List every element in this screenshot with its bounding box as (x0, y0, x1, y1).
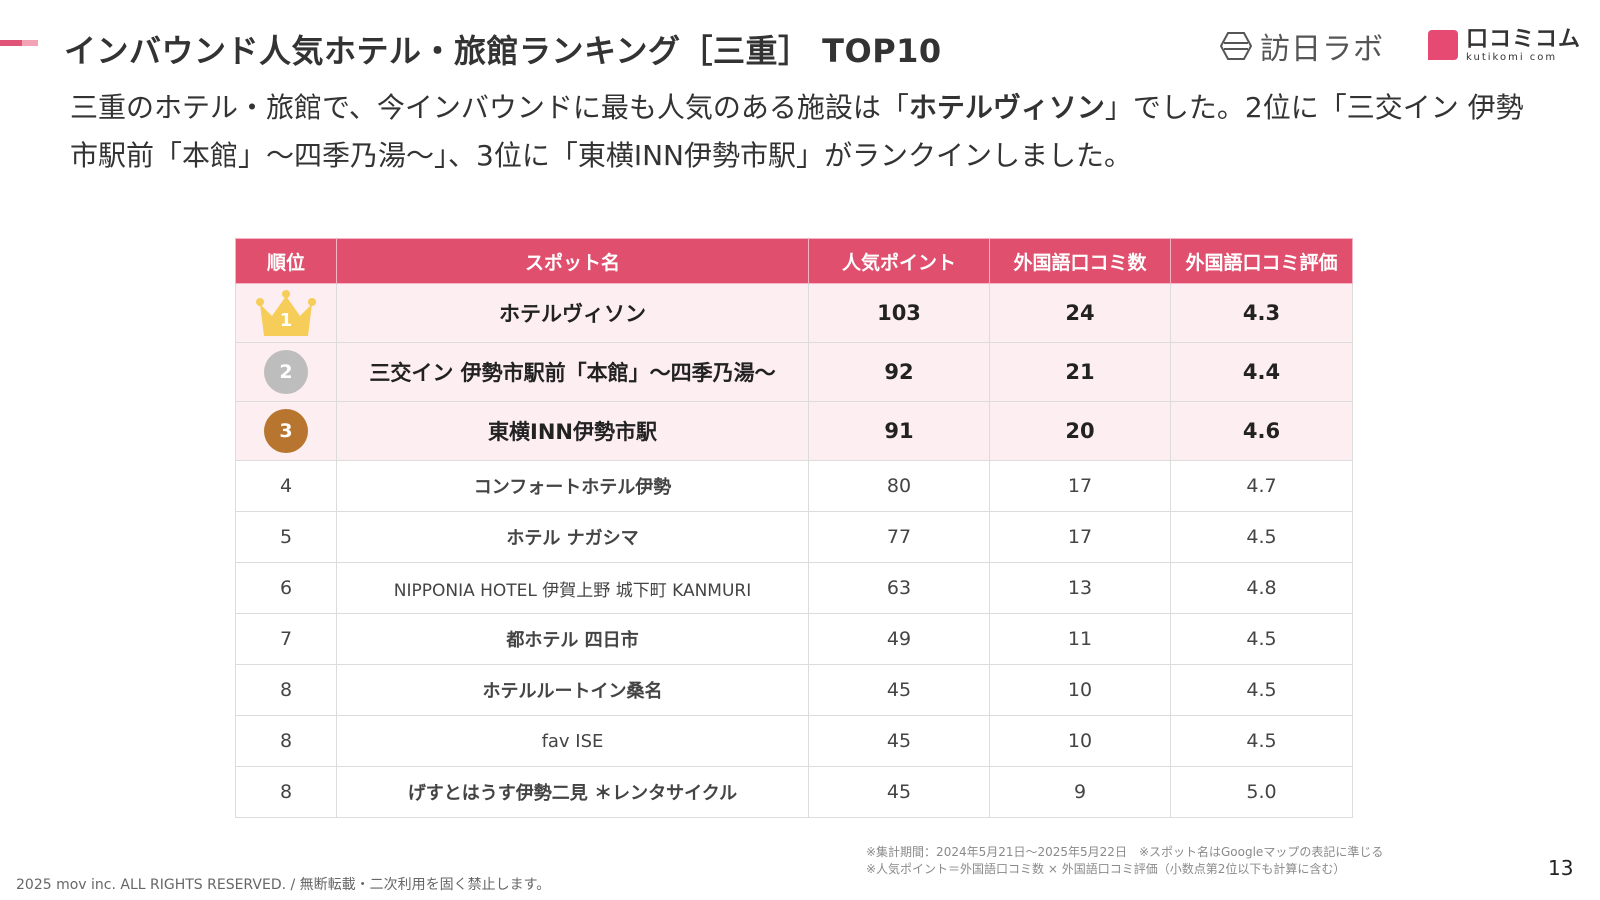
spot-name-cell: NIPPONIA HOTEL 伊賀上野 城下町 KANMURI (336, 562, 809, 614)
points-cell: 91 (808, 401, 990, 461)
table-row: 7 都ホテル 四日市 49 11 4.5 (235, 613, 1353, 665)
crown-icon: 1 (254, 288, 318, 338)
rating-cell: 4.7 (1170, 460, 1353, 512)
points-cell: 80 (808, 460, 990, 512)
spot-name-cell: ホテルヴィソン (336, 283, 809, 343)
lead-highlight: ホテルヴィソン (908, 91, 1105, 124)
header-spot-name: スポット名 (336, 238, 809, 284)
table-header-row: 順位 スポット名 人気ポイント 外国語口コミ数 外国語口コミ評価 (235, 238, 1353, 284)
spot-name-cell: げすとはうす伊勢二見 ＊レンタサイクル (336, 766, 809, 818)
brand-kutikomi-sub: kutikomi com (1466, 52, 1558, 63)
table-row: 8 げすとはうす伊勢二見 ＊レンタサイクル 45 9 5.0 (235, 766, 1353, 818)
rank-cell: 4 (235, 460, 337, 512)
header-rank: 順位 (235, 238, 337, 284)
header-review-count: 外国語口コミ数 (989, 238, 1171, 284)
review-count-cell: 24 (989, 283, 1171, 343)
rating-cell: 4.5 (1170, 511, 1353, 563)
rating-cell: 4.5 (1170, 664, 1353, 716)
brand-logo-kutikomi: 口コミコム kutikomi com (1428, 28, 1581, 64)
spot-name-cell: 東横INN伊勢市駅 (336, 401, 809, 461)
review-count-cell: 17 (989, 460, 1171, 512)
review-count-cell: 21 (989, 342, 1171, 402)
rank-cell: 5 (235, 511, 337, 563)
review-count-cell: 20 (989, 401, 1171, 461)
review-count-cell: 10 (989, 715, 1171, 767)
spot-name-cell: 三交イン 伊勢市駅前「本館」〜四季乃湯〜 (336, 342, 809, 402)
silver-medal-icon: 2 (264, 350, 308, 394)
spot-name-cell: ホテルルートイン桑名 (336, 664, 809, 716)
rank-cell: 7 (235, 613, 337, 665)
table-row: 1 ホテルヴィソン 103 24 4.3 (235, 283, 1353, 343)
lead-part1: 三重のホテル・旅館で、今インバウンドに最も人気のある施設は「 (70, 91, 909, 124)
points-cell: 103 (808, 283, 990, 343)
header-review-rating: 外国語口コミ評価 (1170, 238, 1353, 284)
hexagon-logo-icon (1220, 32, 1252, 60)
rank-number: 1 (279, 310, 293, 331)
review-count-cell: 13 (989, 562, 1171, 614)
spot-name-cell: fav ISE (336, 715, 809, 767)
lead-part2: 」でした。2位に「三交イン 伊勢市駅前「本館」〜四季乃湯〜」、3位に「東横INN… (70, 91, 1524, 172)
review-count-cell: 11 (989, 613, 1171, 665)
table-row: 5 ホテル ナガシマ 77 17 4.5 (235, 511, 1353, 563)
spot-name-cell: コンフォートホテル伊勢 (336, 460, 809, 512)
footnotes: ※集計期間：2024年5月21日〜2025年5月22日 ※スポット名はGoogl… (866, 844, 1383, 878)
points-cell: 77 (808, 511, 990, 563)
table-row: 6 NIPPONIA HOTEL 伊賀上野 城下町 KANMURI 63 13 … (235, 562, 1353, 614)
rank-cell: 8 (235, 766, 337, 818)
table-row: 3 東横INN伊勢市駅 91 20 4.6 (235, 401, 1353, 461)
footnote-formula: ※人気ポイント＝外国語口コミ数 × 外国語口コミ評価（小数点第2位以下も計算に含… (866, 862, 1346, 876)
page-title: インバウンド人気ホテル・旅館ランキング［三重］ TOP10 (64, 32, 942, 70)
points-cell: 45 (808, 715, 990, 767)
rating-cell: 4.8 (1170, 562, 1353, 614)
table-row: 8 ホテルルートイン桑名 45 10 4.5 (235, 664, 1353, 716)
review-count-cell: 17 (989, 511, 1171, 563)
accent-bar-dark (0, 40, 22, 46)
rating-cell: 4.6 (1170, 401, 1353, 461)
rank-cell: 6 (235, 562, 337, 614)
page-number: 13 (1548, 856, 1574, 880)
ranking-table: 順位 スポット名 人気ポイント 外国語口コミ数 外国語口コミ評価 1 ホテル (235, 238, 1353, 818)
review-count-cell: 10 (989, 664, 1171, 716)
title-accent-bar (0, 40, 38, 46)
rating-cell: 5.0 (1170, 766, 1353, 818)
footnote-period: ※集計期間：2024年5月21日〜2025年5月22日 ※スポット名はGoogl… (866, 845, 1384, 859)
rating-cell: 4.4 (1170, 342, 1353, 402)
header-points: 人気ポイント (808, 238, 990, 284)
rank-cell: 8 (235, 664, 337, 716)
accent-bar-light (22, 40, 38, 46)
table-row: 4 コンフォートホテル伊勢 80 17 4.7 (235, 460, 1353, 512)
rating-cell: 4.5 (1170, 613, 1353, 665)
rank-cell: 8 (235, 715, 337, 767)
brand-labo-name: 訪日ラボ (1260, 32, 1384, 67)
rank-cell: 1 (235, 283, 337, 343)
points-cell: 63 (808, 562, 990, 614)
points-cell: 45 (808, 766, 990, 818)
spot-name-cell: ホテル ナガシマ (336, 511, 809, 563)
rating-cell: 4.3 (1170, 283, 1353, 343)
rank-cell: 3 (235, 401, 337, 461)
spot-name-cell: 都ホテル 四日市 (336, 613, 809, 665)
brand-logo-labo: 訪日ラボ (1220, 26, 1384, 67)
rating-cell: 4.5 (1170, 715, 1353, 767)
review-count-cell: 9 (989, 766, 1171, 818)
lead-paragraph: 三重のホテル・旅館で、今インバウンドに最も人気のある施設は「ホテルヴィソン」でし… (70, 84, 1540, 180)
points-cell: 49 (808, 613, 990, 665)
brand-kutikomi-name: 口コミコム (1466, 27, 1582, 52)
points-cell: 92 (808, 342, 990, 402)
speech-box-logo-icon (1428, 30, 1458, 60)
table-row: 2 三交イン 伊勢市駅前「本館」〜四季乃湯〜 92 21 4.4 (235, 342, 1353, 402)
bronze-medal-icon: 3 (264, 409, 308, 453)
points-cell: 45 (808, 664, 990, 716)
copyright-footer: 2025 mov inc. ALL RIGHTS RESERVED. / 無断転… (16, 877, 551, 893)
rank-cell: 2 (235, 342, 337, 402)
table-row: 8 fav ISE 45 10 4.5 (235, 715, 1353, 767)
